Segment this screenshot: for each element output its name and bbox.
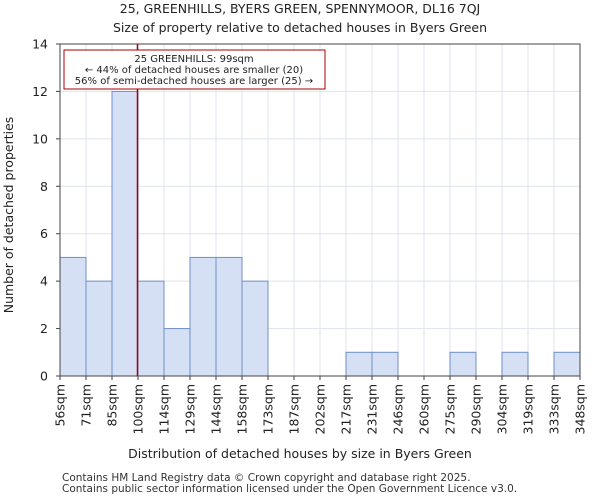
x-tick-label-12: 231sqm	[365, 384, 380, 434]
x-tick-label-18: 319sqm	[521, 384, 536, 434]
y-tick-label-1: 2	[40, 321, 48, 336]
credit-line-2: Contains public sector information licen…	[62, 483, 518, 495]
x-tick-label-5: 129sqm	[183, 384, 198, 434]
x-tick-label-16: 290sqm	[469, 384, 484, 434]
x-tick-label-0: 56sqm	[53, 384, 68, 427]
bar-17	[501, 351, 529, 377]
bar-7	[241, 280, 269, 377]
y-tick-label-7: 14	[32, 37, 48, 52]
bar-19	[553, 351, 581, 377]
bar-3	[137, 280, 165, 377]
x-tick-label-13: 246sqm	[391, 384, 406, 434]
annotation-line2: ← 44% of detached houses are smaller (20…	[85, 65, 303, 76]
annotation-line1: 25 GREENHILLS: 99sqm	[134, 54, 253, 65]
y-tick-label-3: 6	[40, 226, 48, 241]
chart-title-line1: 25, GREENHILLS, BYERS GREEN, SPENNYMOOR,…	[120, 1, 481, 16]
x-tick-label-6: 144sqm	[209, 384, 224, 434]
bar-11	[345, 351, 373, 377]
credits: Contains HM Land Registry data © Crown c…	[62, 473, 517, 495]
y-tick-label-6: 12	[32, 84, 48, 99]
x-tick-label-4: 114sqm	[157, 384, 172, 434]
x-tick-label-10: 202sqm	[313, 384, 328, 434]
y-tick-label-5: 10	[32, 131, 48, 146]
x-tick-label-20: 348sqm	[573, 384, 588, 434]
y-axis-label: Number of detached properties	[1, 117, 16, 314]
y-tick-label-2: 4	[40, 274, 48, 289]
bar-6	[215, 256, 243, 377]
histogram-chart: 25, GREENHILLS, BYERS GREEN, SPENNYMOOR,…	[1, 1, 588, 461]
bar-5	[189, 256, 217, 377]
x-tick-label-14: 260sqm	[417, 384, 432, 434]
x-tick-label-17: 304sqm	[495, 384, 510, 434]
x-tick-label-1: 71sqm	[79, 384, 94, 427]
x-tick-label-2: 85sqm	[105, 384, 120, 427]
y-tick-label-0: 0	[40, 369, 48, 384]
bar-2	[111, 90, 139, 377]
y-tick-label-4: 8	[40, 179, 48, 194]
annotation-box	[63, 49, 326, 90]
x-axis-ticks: 56sqm 71sqm 85sqm 100sqm 114sqm 129sqm 144sqm 1…	[53, 376, 588, 434]
bar-4	[163, 328, 191, 377]
bar-12	[371, 351, 399, 377]
x-tick-label-19: 333sqm	[547, 384, 562, 434]
x-axis-label: Distribution of detached houses by size …	[128, 446, 472, 461]
annotation-line3: 56% of semi-detached houses are larger (…	[75, 76, 313, 87]
x-tick-label-11: 217sqm	[339, 384, 354, 434]
y-axis-ticks: 0 2 4 6 8 10 12 14	[32, 37, 60, 384]
credit-line-1: Contains HM Land Registry data © Crown c…	[62, 472, 471, 484]
x-tick-label-15: 275sqm	[443, 384, 458, 434]
x-tick-label-8: 173sqm	[261, 384, 276, 434]
x-tick-label-7: 158sqm	[235, 384, 250, 434]
chart-title-line2: Size of property relative to detached ho…	[113, 20, 487, 35]
x-tick-label-9: 187sqm	[287, 384, 302, 434]
bar-1	[85, 280, 113, 377]
bar-15	[449, 351, 477, 377]
bar-0	[59, 256, 87, 377]
x-tick-label-3: 100sqm	[131, 384, 146, 434]
